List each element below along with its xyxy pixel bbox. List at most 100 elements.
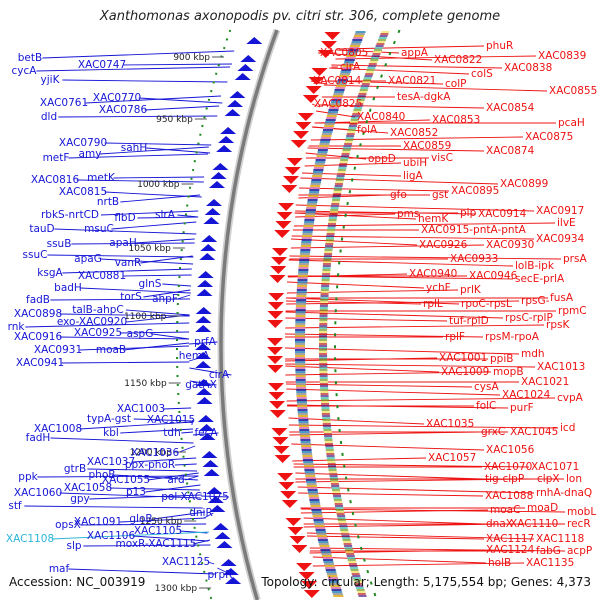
gene-label-right: XAC1070 (484, 461, 532, 473)
leader-line (288, 424, 559, 429)
gene-arrow-reverse (225, 577, 242, 584)
kbp-tick: 1250 kbp (140, 517, 197, 527)
gene-arrow-reverse (220, 559, 237, 566)
gene-arrow-forward (267, 347, 283, 355)
kbp-tick: 1000 kbp (137, 180, 194, 190)
leader-line (36, 66, 231, 72)
accession-label: Accession: NC_003919 (9, 575, 146, 589)
leader-line (162, 283, 192, 287)
gene-label-left: XAC0786 (99, 104, 148, 116)
leader-line (188, 341, 218, 345)
gene-arrow-forward (269, 410, 286, 418)
gene-label-right: ligA (403, 170, 423, 182)
leader-line (339, 45, 485, 50)
gene-label-right: colP (445, 78, 466, 90)
leader-line (286, 397, 556, 402)
leader-line (109, 487, 200, 491)
gene-arrow-reverse (227, 100, 243, 107)
gene-label-right: XAC0940 (409, 268, 457, 280)
gene-label-right: XAC0946 (469, 270, 518, 282)
leader-line (100, 258, 194, 265)
gene-label-right: XAC0895 (451, 185, 499, 197)
gene-arrow-reverse (196, 388, 213, 395)
gene-arrow-reverse (197, 280, 214, 287)
gene-label-left: moxR-XAC1115 (116, 538, 197, 550)
gene-arrow-forward (284, 167, 301, 175)
gene-arrow-forward (267, 338, 283, 346)
gene-arrow-forward (271, 428, 288, 436)
gene-label-right: tig-clpP (485, 473, 524, 485)
gene-arrow-reverse (199, 433, 216, 440)
leader-line (289, 431, 480, 436)
map-title: Xanthomonas axonopodis pv. citri str. 30… (99, 9, 501, 24)
leader-line (298, 492, 484, 497)
gene-label-left: ppk (18, 471, 38, 483)
gene-label-right: XAC1110 (510, 518, 558, 530)
gene-label-left: XAC1008 (34, 423, 82, 435)
gene-label-right: XAC0852 (390, 127, 438, 139)
gene-label-left: vanR (115, 257, 142, 269)
gene-label-right: purF (510, 402, 534, 414)
gene-label-right: XAC1118 (536, 533, 584, 545)
leader-line (285, 317, 448, 322)
leader-line (293, 222, 556, 227)
leader-line (207, 561, 215, 565)
leader-line (143, 289, 191, 298)
gene-label-right: XAC0840 (357, 111, 405, 123)
gene-arrow-forward (283, 176, 299, 184)
leader-line (288, 417, 425, 425)
leader-line (177, 214, 199, 218)
gene-label-left: XAC1125 (162, 556, 210, 568)
gene-arrow-reverse (204, 208, 221, 215)
gene-label-right: XAC1117 (486, 533, 534, 545)
gene-arrow-reverse (199, 253, 216, 260)
gene-arrow-forward (278, 203, 295, 211)
gene-label-left: XAC1058 (64, 482, 112, 494)
leader-line (114, 474, 198, 481)
gene-arrow-forward (267, 311, 284, 319)
gene-label-right: XAC1035 (426, 418, 474, 430)
leader-line (42, 50, 235, 59)
leader-line (334, 53, 433, 61)
gene-label-left: stf (8, 500, 22, 512)
kbp-tick-label: 900 kbp (173, 53, 210, 63)
leader-line (59, 336, 190, 340)
gene-label-left: yjiK (41, 74, 61, 86)
leader-line (290, 238, 418, 246)
gene-label-left: ksgA (37, 267, 63, 279)
gene-label-right: ychF (426, 282, 451, 294)
gene-label-right: rpmC (558, 305, 587, 317)
gene-label-right: folA (357, 124, 378, 136)
leader-line (89, 494, 202, 500)
gene-label-right: XAC1088 (485, 490, 533, 502)
leader-line (152, 333, 190, 340)
leader-line (323, 84, 548, 92)
gene-label-right: rplL (423, 298, 443, 310)
leader-line (80, 523, 207, 526)
gene-label-left: aspG (127, 328, 154, 340)
gene-label-right: pms (397, 208, 419, 220)
leader-line (111, 221, 197, 230)
gene-arrow-reverse (214, 532, 231, 539)
gene-label-right: rpsG- (521, 295, 550, 307)
gene-label-right: lon (566, 473, 582, 485)
gene-arrow-forward (268, 293, 285, 301)
gene-label-right: cvpA (557, 392, 584, 404)
gene-label-left: ssuB (47, 238, 72, 250)
gene-arrow-forward (273, 446, 290, 454)
leader-line (311, 103, 320, 108)
leader-line (68, 153, 209, 159)
gene-arrow-reverse (196, 289, 213, 296)
gene-label-right: XAC1124 (486, 544, 535, 556)
leader-line (201, 495, 230, 498)
gene-label-right: XAC1071 (531, 461, 579, 473)
leader-line (287, 404, 509, 409)
gene-label-right: XAC0853 (432, 114, 480, 126)
gene-arrow-forward (293, 131, 309, 139)
gene-label-right: oppD (368, 153, 396, 165)
leader-line (104, 142, 212, 146)
gene-arrow-forward (302, 95, 319, 103)
leader-line (123, 63, 233, 66)
gene-label-right: mopB (493, 366, 524, 378)
gene-label-right: rpsK (546, 319, 570, 331)
